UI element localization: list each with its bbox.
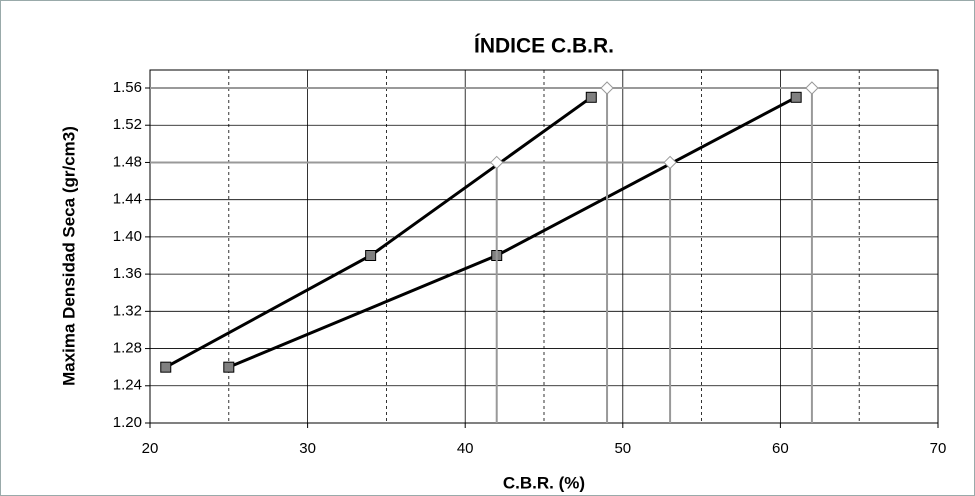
point <box>600 81 614 95</box>
y-tick-label: 1.48 <box>113 153 142 170</box>
y-tick-label: 1.56 <box>113 79 142 96</box>
y-tick-label: 1.20 <box>113 414 142 431</box>
y-tick-label: 1.24 <box>113 377 142 394</box>
point <box>490 155 504 170</box>
point <box>790 91 802 103</box>
x-tick-label: 50 <box>614 440 631 457</box>
y-tick-label: 1.32 <box>113 302 142 319</box>
point <box>365 250 377 261</box>
point <box>223 361 235 373</box>
point <box>160 361 172 373</box>
point <box>805 81 819 95</box>
y-tick-label: 1.44 <box>113 191 142 208</box>
y-tick-label: 1.52 <box>113 116 142 133</box>
point <box>585 91 597 103</box>
x-tick-label: 30 <box>299 440 316 457</box>
y-axis-label: Maxima Densidad Seca (gr/cm3) <box>59 126 78 386</box>
x-tick-label: 20 <box>142 440 159 457</box>
x-tick-label: 70 <box>930 440 947 457</box>
chart-title: ÍNDICE C.B.R. <box>474 35 614 58</box>
y-tick-label: 1.36 <box>113 265 142 282</box>
x-tick-label: 40 <box>457 440 474 457</box>
x-axis-label: C.B.R. (%) <box>503 473 585 492</box>
y-tick-label: 1.40 <box>113 228 142 245</box>
y-tick-label: 1.28 <box>113 340 142 357</box>
x-tick-label: 60 <box>772 440 789 457</box>
point <box>663 155 677 170</box>
